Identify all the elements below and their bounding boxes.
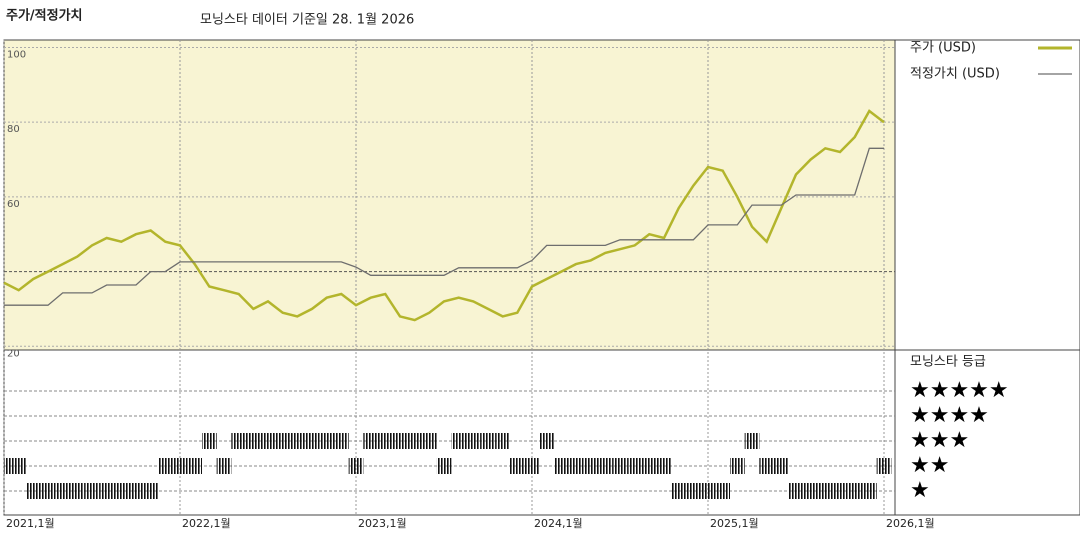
rating-bar bbox=[832, 483, 848, 499]
x-tick-label: 2023,1월 bbox=[358, 517, 407, 530]
rating-bar bbox=[598, 458, 613, 474]
rating-bar bbox=[187, 458, 202, 474]
rating-bar bbox=[451, 433, 466, 449]
rating-bar bbox=[480, 433, 496, 449]
rating-bar bbox=[436, 458, 452, 474]
rating-bar bbox=[40, 483, 56, 499]
rating-bar bbox=[466, 433, 481, 449]
rating-bar bbox=[407, 433, 422, 449]
rating-bar bbox=[774, 458, 789, 474]
subtitle: 모닝스타 데이터 기준일 28. 1월 2026 bbox=[200, 13, 414, 28]
rating-bar bbox=[392, 433, 408, 449]
rating-bar bbox=[627, 458, 642, 474]
rating-bar bbox=[686, 483, 701, 499]
rating-bar bbox=[700, 483, 716, 499]
rating-bar bbox=[583, 458, 598, 474]
rating-bar bbox=[642, 458, 657, 474]
rating-bar bbox=[495, 433, 510, 449]
rating-bar bbox=[202, 433, 217, 449]
rating-bar bbox=[84, 483, 100, 499]
y-tick-label: 60 bbox=[7, 199, 20, 210]
y-tick-label: 20 bbox=[7, 348, 20, 359]
rating-bar bbox=[524, 458, 540, 474]
rating-label: ★★★★★ bbox=[910, 378, 1009, 403]
rating-bar bbox=[612, 458, 628, 474]
rating-bar bbox=[26, 483, 41, 499]
x-tick-label: 2024,1월 bbox=[534, 517, 583, 530]
rating-bar bbox=[70, 483, 85, 499]
rating-bar bbox=[246, 433, 261, 449]
rating-bar bbox=[114, 483, 129, 499]
rating-bar bbox=[788, 483, 804, 499]
rating-bar bbox=[847, 483, 862, 499]
rating-bar bbox=[334, 433, 349, 449]
rating-bar bbox=[803, 483, 818, 499]
rating-title: 모닝스타 등급 bbox=[910, 355, 986, 370]
rating-bar bbox=[260, 433, 276, 449]
rating-bar bbox=[378, 433, 393, 449]
rating-bar bbox=[671, 483, 686, 499]
rating-bar bbox=[348, 458, 364, 474]
title: 주가/적정가치 bbox=[6, 8, 83, 24]
rating-bar bbox=[319, 433, 334, 449]
rating-bar bbox=[216, 458, 232, 474]
x-tick-label: 2022,1월 bbox=[182, 517, 231, 530]
series-line bbox=[4, 147, 884, 306]
rating-bar bbox=[143, 483, 158, 499]
rating-bar bbox=[231, 433, 246, 449]
rating-bar bbox=[818, 483, 833, 499]
rating-bar bbox=[744, 433, 760, 449]
rating-bar bbox=[656, 458, 672, 474]
rating-label: ★★★★ bbox=[910, 403, 989, 428]
rating-bar bbox=[568, 458, 584, 474]
legend-label: 주가 (USD) bbox=[910, 41, 976, 56]
x-tick-label: 2021,1월 bbox=[6, 517, 55, 530]
rating-bar bbox=[4, 458, 12, 474]
y-tick-label: 80 bbox=[7, 124, 20, 135]
rating-bar bbox=[422, 433, 437, 449]
series-line bbox=[3, 109, 885, 322]
rating-bar bbox=[304, 433, 320, 449]
rating-bar bbox=[539, 433, 554, 449]
rating-bar bbox=[99, 483, 114, 499]
rating-bar bbox=[275, 433, 290, 449]
rating-bar bbox=[158, 458, 173, 474]
rating-bar bbox=[510, 458, 525, 474]
plot-bg bbox=[4, 40, 895, 350]
rating-label: ★ bbox=[910, 478, 930, 503]
x-tick-label: 2026,1월 bbox=[886, 517, 935, 530]
rating-bar bbox=[363, 433, 378, 449]
rating-bar bbox=[715, 483, 730, 499]
legend-label: 적정가치 (USD) bbox=[910, 67, 1000, 82]
rating-bar bbox=[862, 483, 877, 499]
rating-bar bbox=[172, 458, 188, 474]
rating-bar bbox=[759, 458, 774, 474]
x-tick-label: 2025,1월 bbox=[710, 517, 759, 530]
y-tick-label: 100 bbox=[7, 49, 26, 60]
rating-bar bbox=[730, 458, 745, 474]
rating-bar bbox=[290, 433, 305, 449]
rating-bar bbox=[55, 483, 70, 499]
rating-label: ★★★ bbox=[910, 428, 969, 453]
rating-bar bbox=[554, 458, 569, 474]
rating-label: ★★ bbox=[910, 453, 949, 478]
rating-bar bbox=[876, 458, 892, 474]
rating-bar bbox=[128, 483, 144, 499]
rating-bar bbox=[11, 458, 26, 474]
